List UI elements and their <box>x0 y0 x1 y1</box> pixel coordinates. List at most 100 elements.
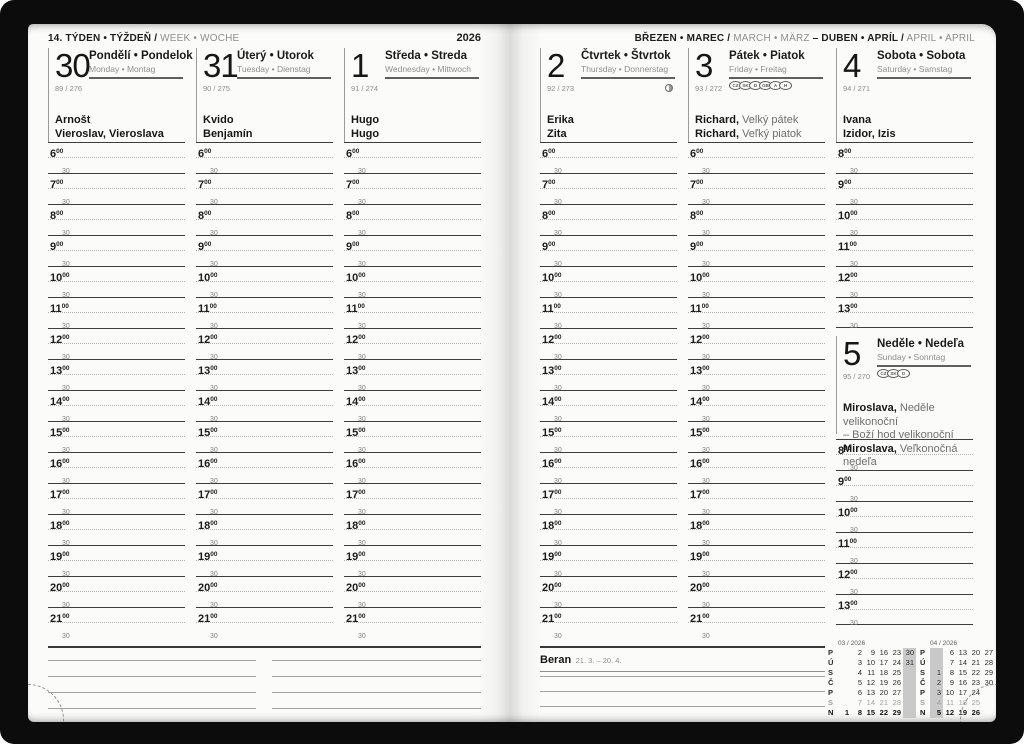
zodiac-row: Beran 21. 3. – 20. 4. <box>540 650 825 672</box>
calendar-date: 8 <box>857 708 862 717</box>
half-hour-slot: 30 <box>850 495 858 503</box>
day-header: 30 Pondělí • Pondelok Monday • Montag 89 / … <box>48 48 193 142</box>
hour-slot: 1300 <box>344 359 481 377</box>
calendar-day-label: Č <box>828 678 834 687</box>
hour-slot: 1100 <box>48 297 185 315</box>
half-hour-slot: 30 <box>62 477 70 485</box>
hour-slot: 1300 <box>540 359 677 377</box>
calendar-day-label: N <box>828 708 834 717</box>
hour-slot: 1000 <box>836 204 973 222</box>
half-hour-slot: 30 <box>210 322 218 330</box>
half-hour-slot: 30 <box>358 229 366 237</box>
calendar-date: 26 <box>892 678 901 687</box>
hour-slot: 900 <box>196 235 333 253</box>
hour-slot: 1800 <box>688 514 825 532</box>
calendar-date: 11 <box>867 668 875 677</box>
calendar-date <box>838 648 851 658</box>
half-hour-slot: 30 <box>850 198 858 206</box>
hour-slot: 800 <box>344 204 481 222</box>
day-name-translation: Wednesday • Mittwoch <box>385 64 471 74</box>
calendar-date <box>903 678 916 688</box>
calendar-day-label: Č <box>920 678 926 687</box>
calendar-date: 4 <box>930 698 943 708</box>
hour-slot: 600 <box>196 142 333 160</box>
zodiac-date-range: 21. 3. – 20. 4. <box>575 656 622 665</box>
time-grid: 600 30 700 30 800 30 900 30 1000 30 1100 30 1200 30 13… <box>196 142 333 640</box>
calendar-week-row: N 1 8 15 22 29 <box>828 708 916 718</box>
half-hour-slot: 30 <box>554 632 562 640</box>
nameday-line: Richard, Veľký piatok <box>695 127 802 140</box>
half-hour-slot: 30 <box>850 260 858 268</box>
hour-slot: 1800 <box>196 514 333 532</box>
calendar-date: 17 <box>879 658 888 667</box>
hour-slot: 1200 <box>836 563 973 581</box>
hour-slot: 1700 <box>48 483 185 501</box>
calendar-date <box>903 698 916 708</box>
half-hour-slot: 30 <box>358 477 366 485</box>
day-name-translation: Sunday • Sonntag <box>877 352 946 362</box>
calendar-date <box>838 688 851 698</box>
country-badge-icon: H <box>779 81 792 90</box>
time-grid: 600 30 700 30 800 30 900 30 1000 30 1100 30 1200 30 13… <box>344 142 481 640</box>
half-hour-slot: 30 <box>210 446 218 454</box>
country-badge-icon: D <box>897 369 910 378</box>
half-hour-slot: 30 <box>62 539 70 547</box>
half-hour-slot: 30 <box>702 229 710 237</box>
calendar-date: 8 <box>949 668 954 677</box>
hour-slot: 1600 <box>540 452 677 470</box>
half-hour-slot: 30 <box>62 384 70 392</box>
half-hour-slot: 30 <box>554 446 562 454</box>
day-number: 31 <box>203 47 239 84</box>
half-hour-slot: 30 <box>554 167 562 175</box>
hour-slot: 900 <box>48 235 185 253</box>
calendar-date: 9 <box>949 678 954 687</box>
hour-slot: 900 <box>836 173 973 191</box>
hour-slot: 700 <box>196 173 333 191</box>
calendar-date: 19 <box>879 678 888 687</box>
half-hour-slot: 30 <box>702 446 710 454</box>
nameday-line: Hugo <box>351 127 380 140</box>
hour-slot: 2100 <box>48 607 185 625</box>
half-hour-slot: 30 <box>358 322 366 330</box>
hour-slot: 1000 <box>48 266 185 284</box>
hour-slot: 2000 <box>196 576 333 594</box>
day-header: 2 Čtvrtek • Štvrtok Thursday • Donnerstag 9… <box>540 48 677 142</box>
calendar-day-label: P <box>920 688 926 697</box>
half-hour-slot: 30 <box>210 260 218 268</box>
nameday-line: Ivana <box>843 114 872 126</box>
hour-slot: 1400 <box>48 390 185 408</box>
hour-slot: 800 <box>836 142 973 160</box>
hour-slot: 2000 <box>48 576 185 594</box>
hour-slot: 1500 <box>344 421 481 439</box>
time-grid: 600 30 700 30 800 30 900 30 1000 30 1100 30 1200 30 13… <box>540 142 677 640</box>
calendar-date: 5 <box>930 708 943 718</box>
hour-slot: 1400 <box>540 390 677 408</box>
calendar-week-row: Ú 3 10 17 24 31 <box>828 658 916 668</box>
hour-slot: 1700 <box>688 483 825 501</box>
calendar-date: 13 <box>958 648 967 657</box>
hour-slot: 1100 <box>196 297 333 315</box>
nameday-block: Hugo Hugo <box>351 114 481 141</box>
calendar-date: 6 <box>857 688 862 697</box>
nameday-line: Kvido <box>203 114 234 126</box>
hour-slot: 1800 <box>48 514 185 532</box>
hour-slot: 1600 <box>196 452 333 470</box>
day-of-year: 94 / 271 <box>843 84 871 93</box>
calendar-week-row: P 6 13 20 27 <box>828 688 916 698</box>
half-hour-slot: 30 <box>210 477 218 485</box>
hour-slot: 1800 <box>540 514 677 532</box>
hour-slot: 1300 <box>836 297 973 315</box>
day-name: Neděle • Nedeľa <box>877 338 965 350</box>
zodiac-notes-line <box>540 691 825 692</box>
calendar-date: 29 <box>892 708 901 717</box>
half-hour-slot: 30 <box>358 291 366 299</box>
calendar-date: 7 <box>857 698 862 707</box>
calendar-date: 18 <box>958 698 967 707</box>
hour-slot: 1100 <box>540 297 677 315</box>
nameday-block: Arnošt Vieroslav, Vieroslava <box>55 114 185 141</box>
calendar-date: 6 <box>949 648 954 657</box>
calendar-date: 10 <box>866 658 875 667</box>
half-hour-slot: 30 <box>702 539 710 547</box>
hour-slot: 600 <box>688 142 825 160</box>
calendar-date: 16 <box>958 678 967 687</box>
